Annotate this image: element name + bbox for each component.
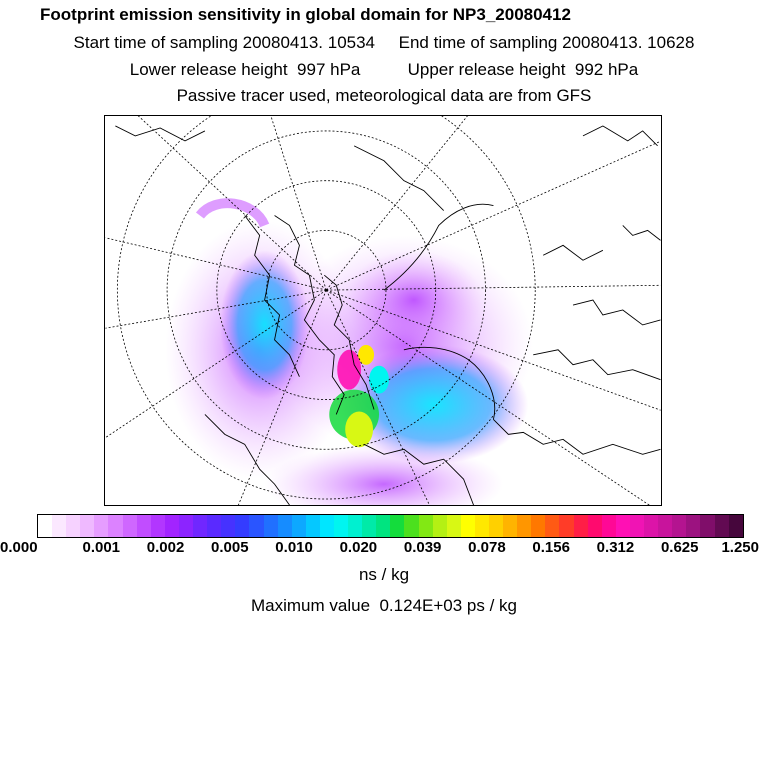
- color-scale-swatch: [573, 515, 588, 537]
- color-scale-swatch: [390, 515, 405, 537]
- color-scale-tick-label: 0.625: [660, 539, 699, 556]
- color-scale-tick-label: 0.005: [211, 539, 249, 556]
- color-scale-swatch: [348, 515, 363, 537]
- color-scale-tick-label: 1.250: [721, 539, 759, 556]
- color-scale-swatch: [362, 515, 377, 537]
- color-scale-tick-label: 0.000: [0, 539, 38, 556]
- color-scale-ticks: 0.000 0.001 0.002 0.005 0.010 0.020 0.039 0.078…: [0, 539, 768, 559]
- color-scale-tick-label: 0.078: [468, 539, 506, 556]
- map-title: Footprint emission sensitivity in global…: [40, 5, 571, 24]
- color-scale-swatch: [517, 515, 532, 537]
- color-scale-swatch: [136, 515, 151, 537]
- color-scale-swatch: [728, 515, 743, 537]
- color-scale-swatch: [305, 515, 320, 537]
- color-scale-swatch: [66, 515, 81, 537]
- color-scale-swatch: [291, 515, 306, 537]
- color-scale-swatch: [460, 515, 475, 537]
- color-scale-swatch: [559, 515, 574, 537]
- color-scale-swatch: [629, 515, 645, 537]
- color-scale-swatch: [122, 515, 137, 537]
- color-scale-swatch: [446, 515, 461, 537]
- graticule: [105, 116, 661, 505]
- tracer-info-line: Passive tracer used, meteorological data…: [176, 86, 592, 105]
- color-scale-bar: [37, 514, 744, 538]
- color-scale-swatch: [700, 515, 715, 537]
- color-scale-swatch: [376, 515, 391, 537]
- color-scale-swatch: [263, 515, 278, 537]
- color-scale-swatch: [644, 515, 659, 537]
- color-scale-swatch: [221, 515, 236, 537]
- color-scale-swatch: [474, 515, 489, 537]
- color-scale-swatch: [164, 515, 179, 537]
- color-scale-swatch: [193, 515, 208, 537]
- color-scale-swatch: [587, 515, 602, 537]
- color-scale-tick-label: 0.020: [339, 539, 378, 556]
- color-scale-tick-label: 0.001: [82, 539, 121, 556]
- color-scale-swatch: [672, 515, 687, 537]
- color-scale-swatch: [503, 515, 518, 537]
- color-scale-swatch: [418, 515, 433, 537]
- color-scale-swatch: [319, 515, 334, 537]
- color-scale-swatch: [658, 515, 673, 537]
- release-height-line: Lower release height 997 hPa Upper relea…: [129, 60, 639, 79]
- color-scale-swatch: [545, 515, 560, 537]
- color-scale-swatch: [178, 515, 194, 537]
- color-scale-tick-label: 0.039: [403, 539, 442, 556]
- color-scale-swatch: [601, 515, 616, 537]
- footprint-plume: [165, 198, 534, 505]
- footprint-map: [104, 115, 662, 506]
- color-scale-swatch: [150, 515, 165, 537]
- color-scale-tick-label: 0.002: [146, 539, 185, 556]
- color-scale-swatch: [207, 515, 222, 537]
- color-scale-swatch: [249, 515, 264, 537]
- sampling-time-line: Start time of sampling 20080413. 10534 E…: [73, 33, 695, 52]
- color-scale-tick-label: 0.156: [532, 539, 570, 556]
- unit-label: ns / kg: [358, 565, 410, 584]
- color-scale-swatch: [531, 515, 546, 537]
- color-scale-tick-label: 0.312: [596, 539, 635, 556]
- color-scale-swatch: [489, 515, 504, 537]
- color-scale-swatch: [333, 515, 349, 537]
- color-scale-swatch: [615, 515, 630, 537]
- color-scale-swatch: [94, 515, 109, 537]
- color-scale-swatch: [714, 515, 729, 537]
- coastlines: [115, 125, 661, 505]
- color-scale-swatch: [38, 515, 53, 537]
- color-scale-tick-label: 0.010: [275, 539, 313, 556]
- color-scale-swatch: [80, 515, 95, 537]
- color-scale-swatch: [235, 515, 250, 537]
- color-scale-swatch: [432, 515, 447, 537]
- color-scale-swatch: [277, 515, 292, 537]
- color-scale-swatch: [52, 515, 67, 537]
- color-scale-swatch: [108, 515, 123, 537]
- color-scale-swatch: [404, 515, 419, 537]
- color-scale-swatch: [686, 515, 701, 537]
- max-value-label: Maximum value 0.124E+03 ps / kg: [251, 596, 517, 615]
